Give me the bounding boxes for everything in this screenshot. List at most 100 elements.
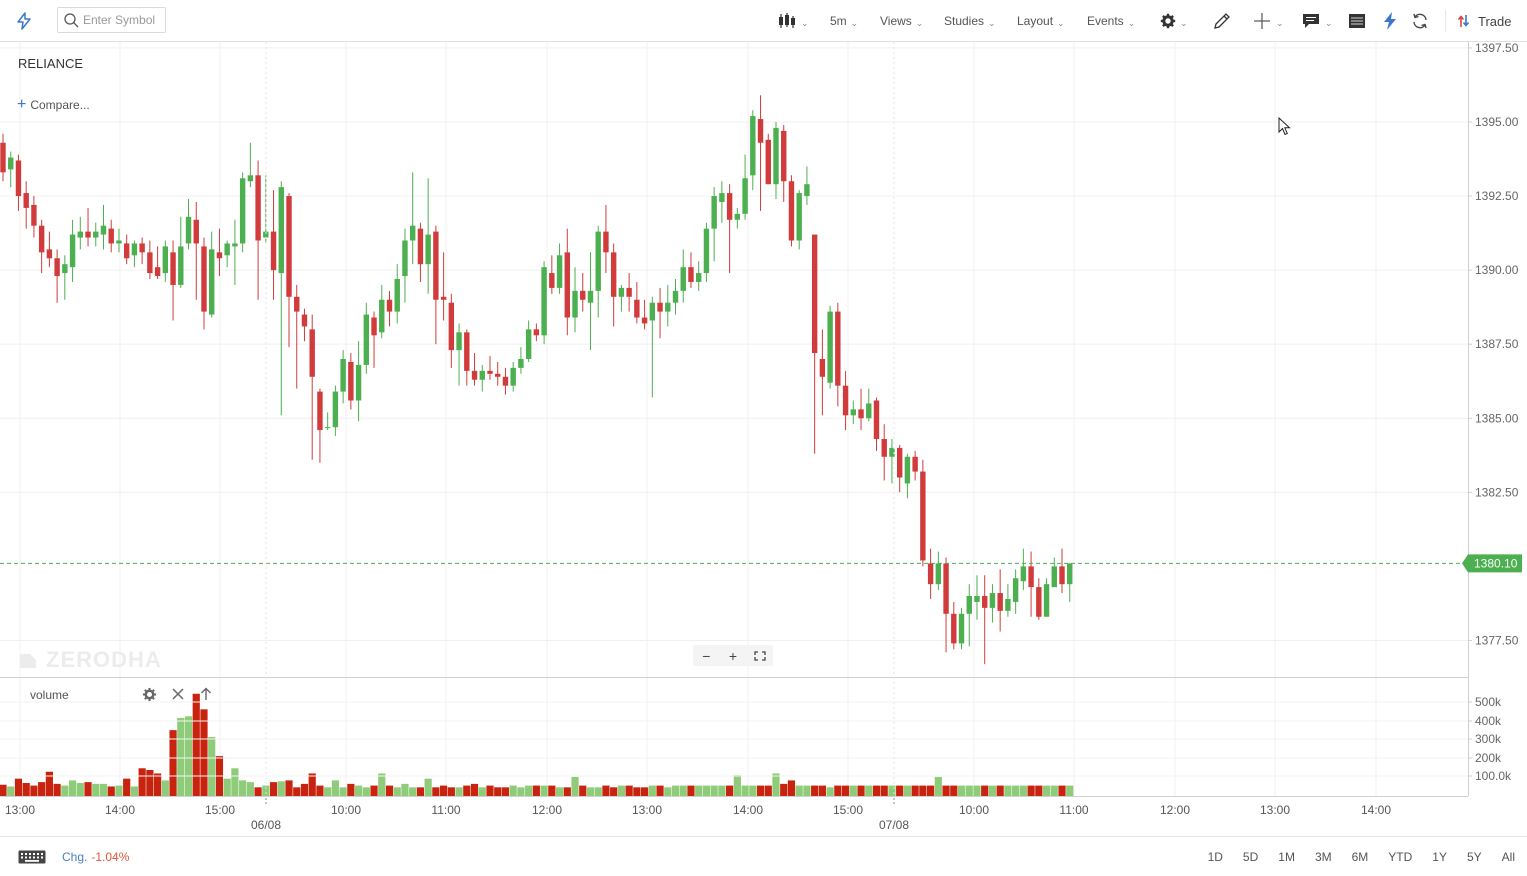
volume-bar	[308, 773, 316, 796]
symbol-search[interactable]	[57, 7, 166, 33]
volume-bar	[99, 783, 108, 796]
candle-body	[46, 249, 53, 259]
volume-bar	[811, 785, 819, 796]
candle-body	[873, 400, 880, 439]
candle-body	[781, 130, 787, 182]
volume-bar	[208, 737, 216, 796]
compare-button[interactable]: + Compare...	[17, 97, 90, 113]
volume-bar	[555, 787, 564, 796]
refresh-button[interactable]	[1411, 0, 1429, 42]
range-6m[interactable]: 6M	[1351, 850, 1369, 864]
gear-icon	[1160, 13, 1176, 29]
interval-menu[interactable]: 5m ⌄	[830, 0, 858, 42]
volume-tick-label: 300k	[1475, 732, 1502, 746]
range-ytd[interactable]: YTD	[1388, 850, 1413, 864]
compare-label: Compare...	[30, 98, 90, 112]
fullscreen-button[interactable]	[749, 646, 771, 666]
candle-body	[634, 299, 640, 318]
volume-bar	[965, 785, 973, 796]
studies-label: Studies	[944, 14, 985, 28]
range-5d[interactable]: 5D	[1242, 850, 1259, 864]
comment-menu[interactable]: ⌄	[1301, 0, 1333, 42]
volume-bar	[888, 785, 896, 796]
volume-bar	[764, 785, 772, 796]
volume-bar	[1004, 785, 1012, 796]
chevron-down-icon: ⌄	[850, 17, 859, 28]
volume-move-up-button[interactable]	[196, 684, 216, 704]
chart-type-menu[interactable]: ⌄	[777, 0, 809, 42]
price-chart[interactable]: 1397.50 1395.00 1392.50 1390.00 1387.50 1385.…	[0, 42, 1527, 836]
candle-body	[15, 160, 22, 197]
range-5y[interactable]: 5Y	[1466, 850, 1482, 864]
flash-icon[interactable]	[14, 0, 34, 42]
candle-body	[394, 279, 400, 312]
volume-bar	[532, 785, 540, 796]
candles-icon	[779, 13, 795, 28]
candle-body	[31, 204, 37, 226]
candle-body	[402, 240, 408, 277]
time-tick-label: 12:00	[1160, 803, 1190, 817]
layout-label: Layout	[1017, 14, 1054, 28]
volume-close-button[interactable]	[168, 684, 188, 704]
volume-bar	[702, 785, 711, 796]
keyboard-icon[interactable]	[18, 850, 46, 869]
trade-icon	[1458, 15, 1470, 27]
crosshair-menu[interactable]: ⌄	[1252, 0, 1284, 42]
events-menu[interactable]: Events ⌄	[1087, 0, 1135, 42]
change-indicator: Chg. -1.04%	[62, 850, 129, 864]
candle-body	[649, 302, 656, 321]
range-1m[interactable]: 1M	[1278, 850, 1295, 864]
symbol-label: RELIANCE	[18, 56, 84, 71]
volume-bar	[525, 785, 533, 796]
volume-bar	[656, 785, 664, 796]
candle-body	[131, 243, 138, 256]
range-all[interactable]: All	[1501, 850, 1515, 864]
candle-body	[842, 385, 849, 416]
candle-body	[8, 157, 14, 170]
trade-button[interactable]: Trade	[1458, 0, 1511, 42]
candle-body	[974, 596, 980, 602]
zoom-in-button[interactable]: +	[728, 647, 738, 664]
flash-toggle[interactable]	[1382, 0, 1398, 42]
candle-body	[641, 317, 648, 324]
volume-bar	[300, 783, 309, 796]
data-table-button[interactable]	[1348, 0, 1366, 42]
candle-body	[154, 267, 161, 277]
range-1d[interactable]: 1D	[1207, 850, 1223, 864]
zoom-out-button[interactable]: −	[702, 647, 711, 664]
studies-menu[interactable]: Studies ⌄	[944, 0, 996, 42]
draw-button[interactable]	[1212, 0, 1232, 42]
volume-bar	[849, 785, 857, 796]
candle-body	[804, 184, 810, 197]
layout-menu[interactable]: Layout ⌄	[1017, 0, 1065, 42]
volume-bar	[22, 783, 30, 796]
candle-body	[294, 296, 300, 312]
volume-bar	[494, 787, 502, 796]
range-3m[interactable]: 3M	[1314, 850, 1332, 864]
price-tick-label: 1380.10	[1474, 556, 1518, 570]
volume-bar	[996, 785, 1004, 796]
settings-menu[interactable]: ⌄	[1160, 0, 1188, 42]
candle-body	[185, 216, 192, 244]
search-input[interactable]	[81, 12, 165, 28]
volume-settings-button[interactable]	[139, 684, 159, 704]
views-menu[interactable]: Views ⌄	[880, 0, 923, 42]
range-1y[interactable]: 1Y	[1432, 850, 1447, 864]
candle-body	[904, 456, 911, 484]
volume-bar	[293, 787, 301, 796]
volume-tick-label: 500k	[1475, 695, 1502, 709]
volume-bar	[664, 787, 672, 796]
volume-bar	[710, 785, 718, 796]
volume-bar	[262, 785, 270, 796]
volume-bar	[540, 785, 548, 796]
candle-body	[703, 228, 710, 274]
candle-body	[170, 252, 176, 285]
volume-bar	[354, 785, 363, 796]
volume-bar	[803, 785, 811, 796]
volume-bar	[857, 785, 865, 796]
volume-tick-label: 400k	[1475, 714, 1502, 728]
trade-label: Trade	[1478, 13, 1512, 29]
candle-body	[757, 119, 764, 143]
volume-bar	[14, 778, 23, 796]
candle-body	[734, 213, 741, 220]
